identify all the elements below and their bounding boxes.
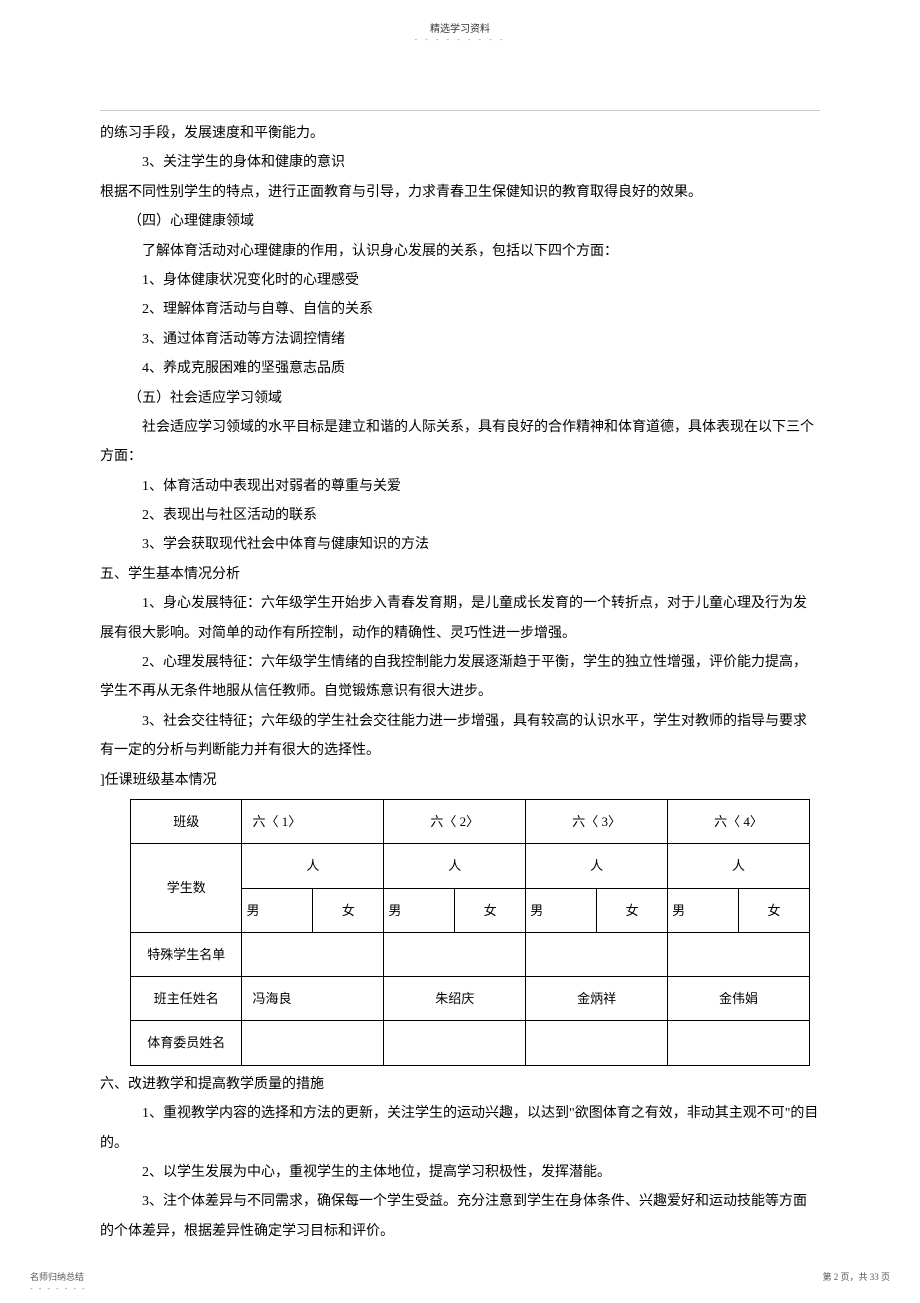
footer-left-dots: - - - - - - - bbox=[30, 1284, 87, 1293]
paragraph: 根据不同性别学生的特点，进行正面教育与引导，力求青春卫生保健知识的教育取得良好的… bbox=[100, 178, 820, 207]
table-cell: 人 bbox=[384, 844, 526, 888]
table-row: 体育委员姓名 bbox=[131, 1021, 810, 1065]
table-header: 特殊学生名单 bbox=[131, 932, 242, 976]
footer-right: 第 2 页，共 33 页 bbox=[822, 1270, 890, 1283]
table-cell: 朱绍庆 bbox=[384, 977, 526, 1021]
table-cell: 男 女 bbox=[242, 888, 384, 932]
gender-female: 女 bbox=[739, 889, 809, 932]
paragraph: 六、改进教学和提高教学质量的措施 bbox=[100, 1070, 820, 1099]
table-cell: 男 女 bbox=[526, 888, 668, 932]
table-cell: 冯海良 bbox=[242, 977, 384, 1021]
table-cell: 金伟娟 bbox=[668, 977, 810, 1021]
gender-female: 女 bbox=[455, 889, 525, 932]
gender-female: 女 bbox=[313, 889, 383, 932]
table-cell: 人 bbox=[242, 844, 384, 888]
paragraph: 1、体育活动中表现出对弱者的尊重与关爱 bbox=[100, 472, 820, 501]
paragraph: 2、以学生发展为中心，重视学生的主体地位，提高学习积极性，发挥潜能。 bbox=[100, 1158, 820, 1187]
paragraph: 3、通过体育活动等方法调控情绪 bbox=[100, 325, 820, 354]
footer-left: 名师归纳总结 bbox=[30, 1270, 84, 1283]
document-content: 的练习手段，发展速度和平衡能力。 3、关注学生的身体和健康的意识 根据不同性别学… bbox=[100, 110, 820, 1246]
table-cell: 男 女 bbox=[668, 888, 810, 932]
table-header: 体育委员姓名 bbox=[131, 1021, 242, 1065]
table-cell: 六〈 2〉 bbox=[384, 799, 526, 843]
paragraph: 社会适应学习领域的水平目标是建立和谐的人际关系，具有良好的合作精神和体育道德，具… bbox=[100, 413, 820, 472]
paragraph: ]任课班级基本情况 bbox=[100, 766, 820, 795]
gender-male: 男 bbox=[242, 889, 312, 932]
table-cell bbox=[526, 932, 668, 976]
gender-male: 男 bbox=[668, 889, 738, 932]
table-header: 班级 bbox=[131, 799, 242, 843]
table-header: 班主任姓名 bbox=[131, 977, 242, 1021]
table-cell: 男 女 bbox=[384, 888, 526, 932]
paragraph: 了解体育活动对心理健康的作用，认识身心发展的关系，包括以下四个方面： bbox=[100, 237, 820, 266]
gender-male: 男 bbox=[384, 889, 454, 932]
table-row: 班主任姓名 冯海良 朱绍庆 金炳祥 金伟娟 bbox=[131, 977, 810, 1021]
table-cell: 人 bbox=[526, 844, 668, 888]
table-cell bbox=[526, 1021, 668, 1065]
paragraph: 3、关注学生的身体和健康的意识 bbox=[100, 148, 820, 177]
paragraph: （四）心理健康领域 bbox=[100, 207, 820, 236]
table-cell bbox=[242, 1021, 384, 1065]
paragraph: 2、表现出与社区活动的联系 bbox=[100, 501, 820, 530]
paragraph: 1、重视教学内容的选择和方法的更新，关注学生的运动兴趣，以达到"欲图体育之有效，… bbox=[100, 1099, 820, 1158]
table-cell: 六〈 1〉 bbox=[242, 799, 384, 843]
paragraph: 1、身心发展特征：六年级学生开始步入青春发育期，是儿童成长发育的一个转折点，对于… bbox=[100, 589, 820, 648]
paragraph: （五）社会适应学习领域 bbox=[100, 384, 820, 413]
table-row: 学生数 人 人 人 人 bbox=[131, 844, 810, 888]
paragraph: 的练习手段，发展速度和平衡能力。 bbox=[100, 119, 820, 148]
header-title: 精选学习资料 bbox=[430, 20, 490, 35]
paragraph: 3、社会交往特征；六年级的学生社会交往能力进一步增强，具有较高的认识水平，学生对… bbox=[100, 707, 820, 766]
table-cell bbox=[668, 1021, 810, 1065]
table-cell: 金炳祥 bbox=[526, 977, 668, 1021]
table-cell bbox=[242, 932, 384, 976]
divider-top bbox=[100, 110, 820, 111]
table-header: 学生数 bbox=[131, 844, 242, 933]
paragraph: 4、养成克服困难的坚强意志品质 bbox=[100, 354, 820, 383]
table-cell bbox=[668, 932, 810, 976]
paragraph: 3、学会获取现代社会中体育与健康知识的方法 bbox=[100, 530, 820, 559]
table-cell bbox=[384, 1021, 526, 1065]
header-dots: - - - - - - - - - bbox=[415, 35, 506, 44]
paragraph: 1、身体健康状况变化时的心理感受 bbox=[100, 266, 820, 295]
gender-female: 女 bbox=[597, 889, 667, 932]
gender-male: 男 bbox=[526, 889, 596, 932]
table-cell: 人 bbox=[668, 844, 810, 888]
paragraph: 3、注个体差异与不同需求，确保每一个学生受益。充分注意到学生在身体条件、兴趣爱好… bbox=[100, 1187, 820, 1246]
paragraph: 2、心理发展特征：六年级学生情绪的自我控制能力发展逐渐趋于平衡，学生的独立性增强… bbox=[100, 648, 820, 707]
table-cell bbox=[384, 932, 526, 976]
table-cell: 六〈 3〉 bbox=[526, 799, 668, 843]
class-info-table: 班级 六〈 1〉 六〈 2〉 六〈 3〉 六〈 4〉 学生数 人 人 人 人 男… bbox=[130, 799, 810, 1066]
table-cell: 六〈 4〉 bbox=[668, 799, 810, 843]
table-row: 特殊学生名单 bbox=[131, 932, 810, 976]
paragraph: 五、学生基本情况分析 bbox=[100, 560, 820, 589]
paragraph: 2、理解体育活动与自尊、自信的关系 bbox=[100, 295, 820, 324]
table-row: 班级 六〈 1〉 六〈 2〉 六〈 3〉 六〈 4〉 bbox=[131, 799, 810, 843]
